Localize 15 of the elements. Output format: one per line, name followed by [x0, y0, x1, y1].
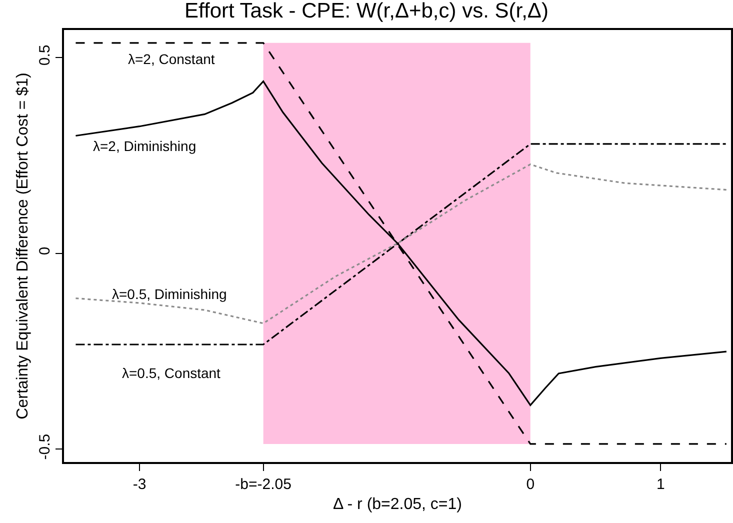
x-axis-title: Δ - r (b=2.05, c=1) [333, 496, 462, 513]
y-axis-title: Certainty Equivalent Difference (Effort Cost = $1) [14, 72, 32, 420]
y-tick-label: 0 [36, 246, 54, 256]
line-series [74, 164, 728, 324]
x-tick-label: -3 [132, 476, 146, 493]
x-tick-label: 1 [656, 476, 665, 493]
y-tick-label: 0.5 [36, 44, 54, 66]
series-label: λ=2, Diminishing [93, 138, 196, 154]
x-tick-label: -b=-2.05 [235, 476, 292, 493]
y-tick-label: -0.5 [36, 434, 54, 460]
series-label: λ=2, Constant [128, 51, 215, 67]
series-label: λ=0.5, Constant [122, 365, 221, 381]
series-label: λ=0.5, Diminishing [112, 286, 227, 302]
x-tick-label: 0 [526, 476, 535, 493]
chart-title: Effort Task - CPE: W(r,Δ+b,c) vs. S(r,Δ) [184, 0, 548, 22]
